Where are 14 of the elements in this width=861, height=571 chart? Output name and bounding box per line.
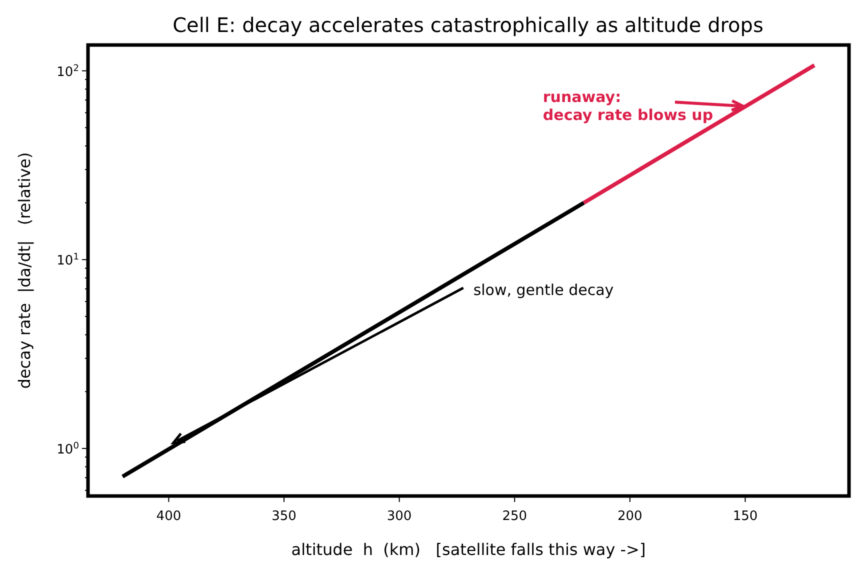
y-tick-label: 10$^{1}$ (56, 252, 79, 269)
y-tick-label: 10$^{0}$ (56, 441, 80, 458)
x-tick-label: 350 (272, 509, 296, 524)
x-tick-label: 200 (618, 509, 642, 524)
x-tick-label: 150 (732, 509, 758, 524)
chart-title: Cell E: decay accelerates catastrophically as altitude drops (172, 13, 764, 37)
x-axis-title: altitude h (km) [satellite falls this way ->] (291, 540, 646, 559)
annotation: slow, gentle decay (473, 280, 614, 299)
x-tick-label: 300 (386, 509, 412, 524)
annotation: runaway: decay rate blows up (542, 88, 714, 124)
y-axis-title: decay rate |da/dt| (relative) (15, 152, 34, 389)
x-tick-label: 400 (156, 509, 182, 524)
x-tick-label: 250 (502, 509, 528, 524)
y-tick-label: 10$^{2}$ (56, 64, 79, 80)
